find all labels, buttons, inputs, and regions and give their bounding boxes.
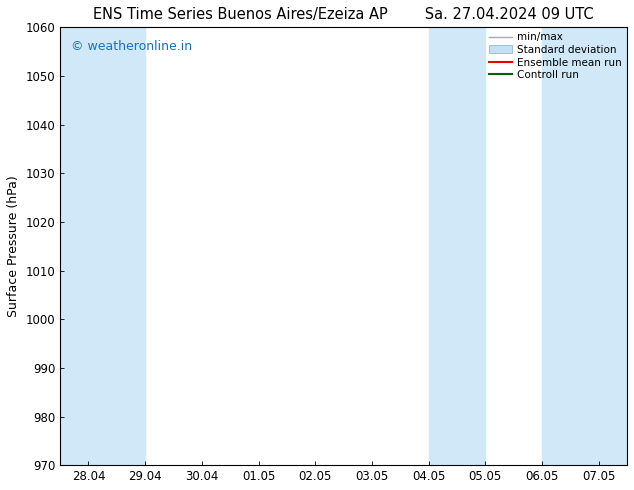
- Y-axis label: Surface Pressure (hPa): Surface Pressure (hPa): [7, 175, 20, 317]
- Bar: [542, 27, 627, 465]
- Title: ENS Time Series Buenos Aires/Ezeiza AP        Sa. 27.04.2024 09 UTC: ENS Time Series Buenos Aires/Ezeiza AP S…: [93, 7, 594, 22]
- Bar: [60, 27, 145, 465]
- Text: © weatheronline.in: © weatheronline.in: [72, 40, 193, 53]
- Bar: [429, 27, 485, 465]
- Legend: min/max, Standard deviation, Ensemble mean run, Controll run: min/max, Standard deviation, Ensemble me…: [487, 30, 624, 82]
